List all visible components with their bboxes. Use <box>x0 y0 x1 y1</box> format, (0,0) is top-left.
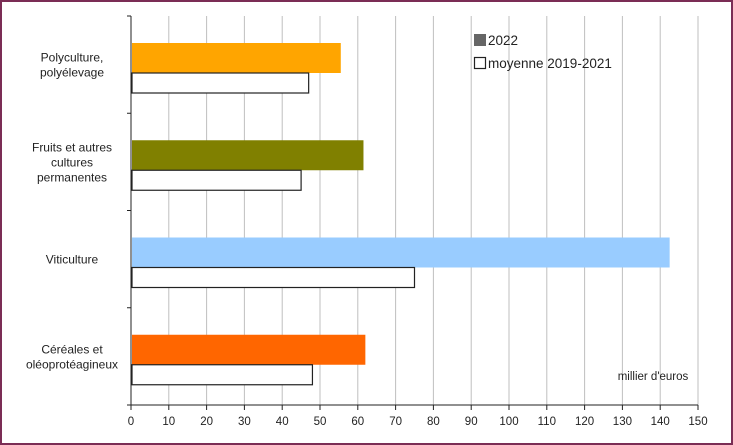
x-tick-label: 80 <box>427 416 440 428</box>
x-tick-label: 40 <box>276 416 289 428</box>
x-tick-label: 0 <box>128 416 134 428</box>
x-tick-label: 110 <box>538 416 556 428</box>
legend-swatch-moyenne <box>473 56 487 70</box>
x-tick-label: 10 <box>162 416 175 428</box>
x-tick-label: 20 <box>200 416 213 428</box>
bar-moyenne <box>131 169 302 191</box>
x-tick-label: 130 <box>613 416 632 428</box>
x-tick-label: 60 <box>351 416 364 428</box>
category-labels: Polyculture, polyélevage Fruits et autres c… <box>26 51 118 372</box>
bar-2022 <box>132 140 364 171</box>
x-tick-label: 100 <box>499 416 518 428</box>
x-tick-label: 120 <box>575 416 594 428</box>
bar-2022 <box>132 334 366 365</box>
bar-moyenne <box>131 364 314 386</box>
x-tick-label: 70 <box>389 416 402 428</box>
bar-moyenne <box>131 72 310 94</box>
x-tick-label: 30 <box>238 416 251 428</box>
x-tick-label: 90 <box>465 416 478 428</box>
category-label: Fruits et autres cultures permanentes <box>32 140 112 184</box>
legend: 2022 moyenne 2019-2021 <box>473 33 612 71</box>
bar-2022 <box>132 43 341 73</box>
bar-moyenne <box>131 266 416 289</box>
x-tick-labels: 0 10 20 30 40 50 60 70 80 90 100 110 120 130 140 150 <box>128 416 708 428</box>
legend-label-moyenne: moyenne 2019-2021 <box>488 56 612 71</box>
category-label: Viticulture <box>46 253 99 267</box>
category-label: Polyculture, polyélevage <box>40 51 104 80</box>
axes <box>127 15 699 410</box>
bar-2022 <box>132 237 670 268</box>
bars <box>131 43 670 386</box>
legend-swatch-2022 <box>474 34 486 46</box>
x-tick-label: 50 <box>314 416 327 428</box>
x-tick-label: 150 <box>688 416 707 428</box>
unit-label: millier d'euros <box>618 371 689 383</box>
x-tick-label: 140 <box>651 416 670 428</box>
gridlines <box>168 16 699 405</box>
category-label: Céréales et oléoprotéagineux <box>26 342 118 371</box>
legend-label-2022: 2022 <box>488 33 518 48</box>
